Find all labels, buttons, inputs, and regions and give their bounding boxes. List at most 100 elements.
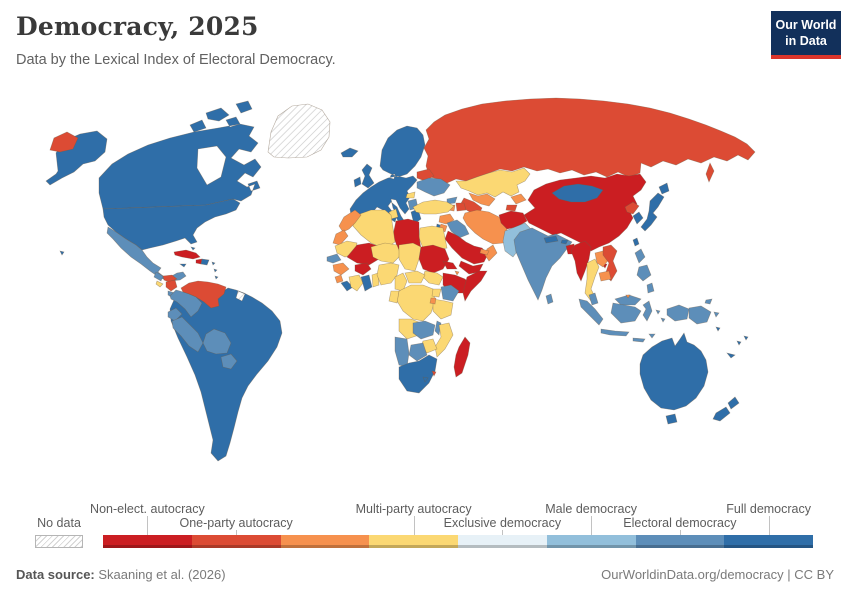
country-canada[interactable] [98,100,262,210]
legend-tick [413,516,415,535]
legend-swatch-multi_party_autocracy[interactable] [369,535,458,548]
legend-no-data-swatch[interactable] [35,535,83,548]
country-kenya[interactable] [440,284,460,302]
country-chad[interactable] [398,242,422,272]
country-central_african_republic[interactable] [404,270,426,284]
country-botswana[interactable] [408,342,428,362]
country-morocco[interactable] [338,209,362,233]
country-indonesia[interactable] [578,298,690,343]
country-colombia[interactable] [169,289,203,318]
country-south_africa[interactable] [398,354,438,394]
country-iran[interactable] [462,209,510,245]
country-brunei[interactable] [625,294,631,299]
legend-swatch-non_electoral_autocracy[interactable] [103,535,192,548]
country-south_korea[interactable] [632,211,644,225]
country-paraguay[interactable] [220,353,238,370]
country-eritrea[interactable] [442,260,458,270]
country-senegal[interactable] [326,253,342,264]
country-new_zealand[interactable] [712,396,740,422]
country-sudan[interactable] [418,244,450,274]
country-burkina_faso[interactable] [354,262,372,276]
country-nicaragua[interactable] [165,279,178,292]
country-hungary[interactable] [405,191,416,199]
country-bolivia[interactable] [202,328,232,355]
country-guatemala[interactable] [153,271,164,282]
country-mongolia[interactable] [551,183,604,203]
footer-link[interactable]: OurWorldinData.org/democracy | CC BY [601,567,834,582]
country-saudi_arabia[interactable] [444,230,489,265]
country-india[interactable] [513,227,573,301]
country-western_sahara[interactable] [332,229,349,246]
country-congo_gabon[interactable] [388,290,400,304]
country-lesotho[interactable] [422,376,429,383]
legend-swatch-exclusive_democracy[interactable] [458,535,547,548]
country-north_korea[interactable] [624,201,640,215]
data-source-value: Skaaning et al. (2026) [94,567,226,582]
country-papua_new_guinea[interactable] [688,298,720,325]
country-french_guiana[interactable] [235,290,246,302]
country-cambodia[interactable] [598,270,612,282]
legend-swatch-male_democracy[interactable] [546,535,636,548]
country-bhutan[interactable] [560,239,569,245]
country-ukraine[interactable] [416,177,451,197]
country-south_america_base[interactable] [169,287,283,462]
country-eswatini[interactable] [431,370,437,377]
country-taiwan[interactable] [632,237,640,247]
country-pacific_islands[interactable] [715,326,749,359]
country-ivory_coast[interactable] [348,274,364,292]
country-mozambique[interactable] [434,322,454,358]
country-jamaica[interactable] [179,263,187,268]
legend-swatch-one_party_autocracy[interactable] [191,535,281,548]
country-ecuador[interactable] [167,307,183,322]
country-japan[interactable] [640,182,670,232]
country-tanzania[interactable] [432,298,454,320]
country-el_salvador[interactable] [155,280,164,288]
owid-logo-line2: in Data [785,34,827,49]
country-niger[interactable] [370,242,402,264]
legend-label-multi_party_autocracy: Multi-party autocracy [355,502,472,516]
country-timor[interactable] [648,333,656,339]
country-tajikistan[interactable] [505,204,518,212]
country-greenland[interactable] [267,103,331,159]
country-dominican_republic[interactable] [200,258,210,266]
country-philippines[interactable] [634,248,655,294]
country-djibouti[interactable] [454,270,460,276]
country-zambia[interactable] [412,320,436,340]
country-peru[interactable] [171,316,204,353]
country-egypt[interactable] [418,225,448,251]
country-mexico[interactable] [106,226,187,282]
country-madagascar[interactable] [453,336,471,378]
country-somalia[interactable] [462,270,488,302]
legend-swatch-electoral_democracy[interactable] [635,535,725,548]
country-togo_benin[interactable] [371,272,380,288]
country-kyrgyzstan[interactable] [510,193,527,205]
country-australia[interactable] [639,332,709,425]
country-azerbaijan[interactable] [455,202,467,212]
country-turkey[interactable] [412,199,455,215]
country-nepal[interactable] [543,235,559,244]
legend-swatch-full_democracy[interactable] [724,535,813,548]
owid-logo[interactable]: Our World in Data [771,11,841,59]
country-sierra_leone[interactable] [334,274,344,284]
country-dr_congo[interactable] [396,284,436,322]
country-iraq[interactable] [446,219,470,239]
country-malawi[interactable] [434,320,442,336]
country-uzbekistan[interactable] [468,192,496,207]
country-rwanda_burundi[interactable] [429,297,437,305]
country-cameroon[interactable] [394,272,408,292]
country-uae[interactable] [479,248,490,256]
country-ghana[interactable] [360,274,373,292]
country-uganda[interactable] [431,288,442,298]
country-myanmar[interactable] [570,240,592,282]
country-caribbean_islands[interactable] [190,246,219,280]
legend-swatch-multi_party_autocracy_no_exec[interactable] [280,535,370,548]
country-cuba[interactable] [173,249,201,260]
legend-bins [103,535,813,548]
country-south_sudan[interactable] [422,270,444,286]
country-nigeria[interactable] [376,262,400,286]
country-kazakhstan[interactable] [455,167,531,198]
country-russia[interactable] [49,97,756,184]
country-guinea[interactable] [332,262,350,276]
country-sri_lanka[interactable] [545,293,554,305]
country-namibia[interactable] [394,336,410,368]
